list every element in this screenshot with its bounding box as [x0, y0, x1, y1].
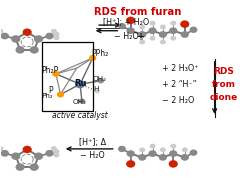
Circle shape	[16, 163, 25, 171]
Circle shape	[190, 149, 198, 156]
Circle shape	[97, 78, 104, 83]
Circle shape	[159, 31, 167, 38]
Circle shape	[30, 163, 39, 171]
Circle shape	[126, 27, 135, 34]
Text: − 2 H₂O: − 2 H₂O	[162, 96, 194, 105]
Circle shape	[169, 160, 178, 168]
Circle shape	[126, 17, 135, 24]
Circle shape	[45, 33, 54, 40]
Circle shape	[159, 154, 167, 161]
Text: active catalyst: active catalyst	[52, 111, 108, 120]
Circle shape	[0, 29, 3, 34]
Circle shape	[11, 35, 20, 43]
Text: Ph₂: Ph₂	[41, 93, 53, 99]
Circle shape	[54, 32, 60, 37]
Circle shape	[0, 146, 3, 151]
Circle shape	[170, 36, 176, 41]
Text: P: P	[48, 86, 53, 95]
Circle shape	[170, 21, 176, 26]
Circle shape	[16, 46, 25, 54]
Circle shape	[30, 46, 39, 54]
Circle shape	[148, 27, 157, 34]
Text: PPh₂: PPh₂	[91, 49, 108, 58]
Text: from: from	[212, 80, 236, 89]
Circle shape	[1, 33, 9, 40]
Text: Ph₂P: Ph₂P	[42, 66, 59, 75]
Text: RDS from furan: RDS from furan	[94, 7, 181, 17]
Circle shape	[118, 146, 126, 152]
Circle shape	[51, 146, 57, 151]
Circle shape	[126, 160, 135, 168]
Circle shape	[182, 147, 188, 152]
Text: + 2 “H⁻”: + 2 “H⁻”	[162, 80, 197, 89]
Circle shape	[160, 147, 166, 152]
Text: RDS: RDS	[213, 67, 234, 76]
Circle shape	[148, 150, 157, 157]
Circle shape	[170, 144, 176, 149]
Circle shape	[34, 35, 43, 43]
Circle shape	[79, 98, 85, 104]
Text: OH₂: OH₂	[73, 99, 87, 105]
Circle shape	[54, 35, 60, 40]
Text: OH₂: OH₂	[92, 77, 106, 82]
Text: [H⁺]; Δ: [H⁺]; Δ	[79, 138, 106, 147]
Circle shape	[139, 25, 145, 29]
Circle shape	[0, 149, 1, 154]
Circle shape	[54, 153, 60, 157]
Circle shape	[23, 29, 32, 36]
Text: − H₂O: − H₂O	[114, 32, 138, 41]
Circle shape	[190, 27, 198, 33]
Text: H: H	[93, 86, 99, 92]
Text: [H⁺]; + H₂O: [H⁺]; + H₂O	[103, 18, 149, 27]
Circle shape	[169, 150, 177, 157]
Circle shape	[95, 89, 100, 93]
Circle shape	[1, 150, 9, 157]
Circle shape	[126, 150, 135, 157]
Text: dione: dione	[210, 93, 238, 102]
Circle shape	[57, 91, 64, 98]
Circle shape	[118, 23, 126, 29]
Circle shape	[169, 27, 177, 34]
Circle shape	[89, 55, 96, 61]
Circle shape	[138, 31, 146, 38]
Text: − H₂O: − H₂O	[80, 151, 105, 160]
Circle shape	[150, 144, 156, 149]
Circle shape	[160, 25, 166, 29]
Text: +: +	[136, 32, 144, 42]
Text: + 2 H₃O⁺: + 2 H₃O⁺	[162, 64, 198, 73]
Circle shape	[160, 40, 166, 44]
Text: Ru: Ru	[74, 79, 86, 88]
Circle shape	[0, 153, 1, 157]
Circle shape	[0, 35, 1, 40]
Circle shape	[11, 153, 20, 160]
Circle shape	[180, 20, 189, 28]
Circle shape	[139, 40, 145, 44]
Circle shape	[0, 32, 1, 37]
Circle shape	[51, 29, 57, 34]
Circle shape	[23, 146, 32, 153]
Circle shape	[45, 150, 54, 157]
Circle shape	[181, 154, 189, 161]
Circle shape	[150, 21, 156, 26]
Circle shape	[138, 154, 146, 161]
Circle shape	[150, 36, 156, 41]
Circle shape	[75, 80, 85, 88]
Circle shape	[34, 153, 43, 160]
Circle shape	[139, 147, 145, 152]
Circle shape	[54, 149, 60, 154]
Circle shape	[181, 31, 189, 38]
Circle shape	[52, 71, 60, 77]
